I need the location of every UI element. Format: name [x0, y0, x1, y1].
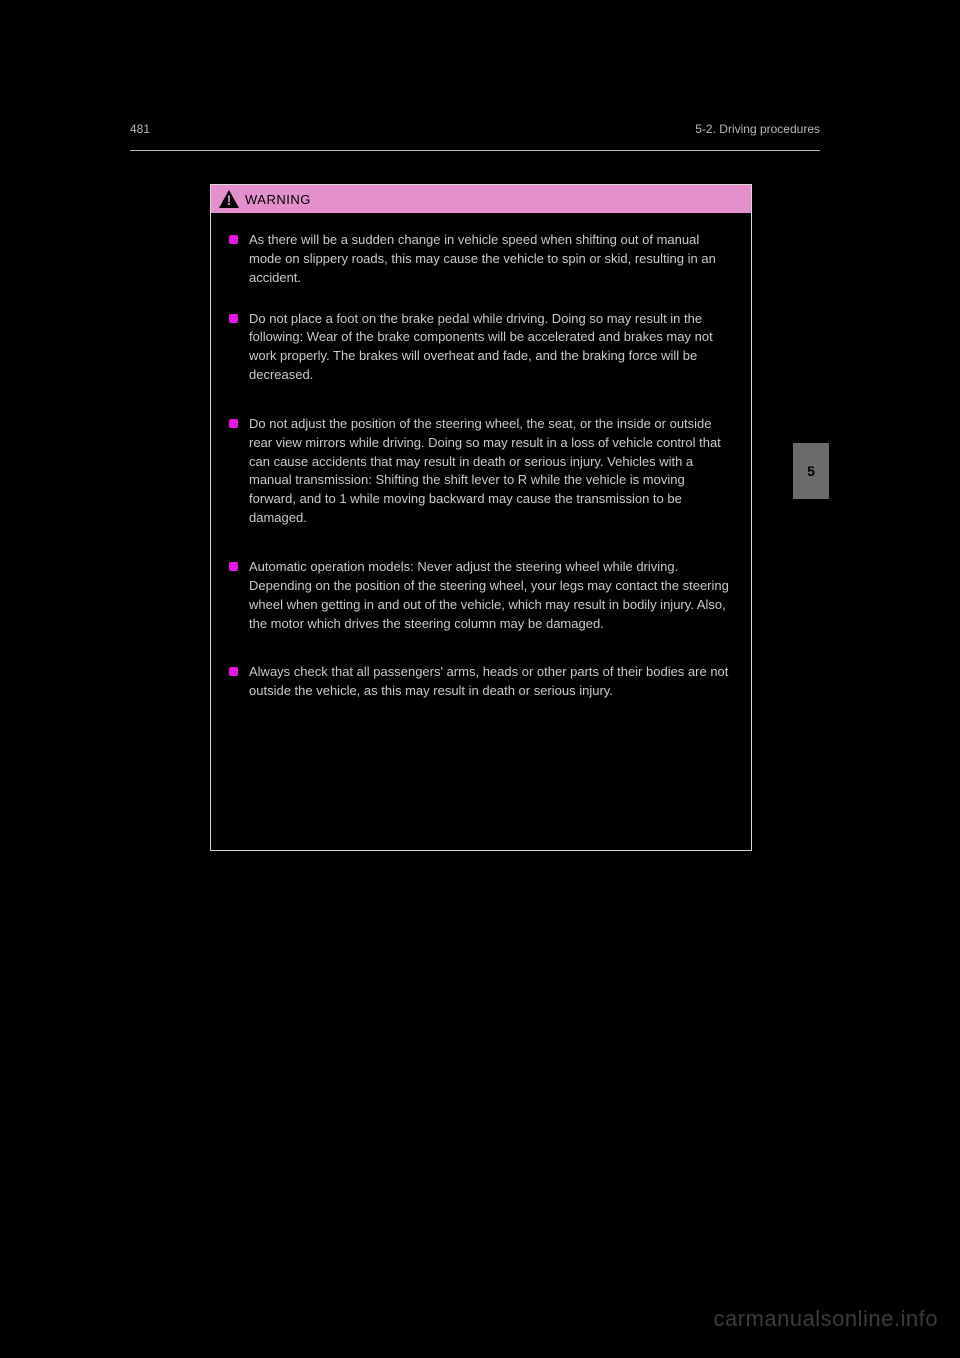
bullet-text: As there will be a sudden change in vehi…	[249, 231, 733, 288]
bullet-text: Automatic operation models: Never adjust…	[249, 558, 733, 633]
chapter-tab-number: 5	[807, 463, 815, 479]
bullet-icon	[229, 314, 238, 323]
bullet-icon	[229, 667, 238, 676]
bullet-text: Do not place a foot on the brake pedal w…	[249, 310, 733, 385]
chapter-tab: 5	[793, 443, 829, 499]
page-number: 481	[130, 122, 150, 136]
warning-bullet: Do not place a foot on the brake pedal w…	[229, 310, 733, 385]
warning-header: ! WARNING	[211, 185, 751, 213]
section-title: 5-2. Driving procedures	[695, 122, 820, 136]
warning-body: As there will be a sudden change in vehi…	[211, 213, 751, 850]
warning-exclamation: !	[227, 192, 232, 208]
warning-label: WARNING	[245, 192, 311, 207]
warning-box: ! WARNING As there will be a sudden chan…	[210, 184, 752, 851]
bullet-icon	[229, 235, 238, 244]
watermark-text: carmanualsonline.info	[713, 1306, 938, 1332]
warning-bullet: As there will be a sudden change in vehi…	[229, 231, 733, 288]
warning-bullet: Do not adjust the position of the steeri…	[229, 415, 733, 528]
page-header: 481 5-2. Driving procedures	[130, 122, 820, 136]
bullet-text: Do not adjust the position of the steeri…	[249, 415, 733, 528]
bullet-icon	[229, 562, 238, 571]
warning-triangle-icon: !	[219, 190, 239, 208]
bullet-icon	[229, 419, 238, 428]
horizontal-rule	[130, 150, 820, 151]
bullet-text: Always check that all passengers' arms, …	[249, 663, 733, 701]
warning-bullet: Automatic operation models: Never adjust…	[229, 558, 733, 633]
warning-bullet: Always check that all passengers' arms, …	[229, 663, 733, 701]
